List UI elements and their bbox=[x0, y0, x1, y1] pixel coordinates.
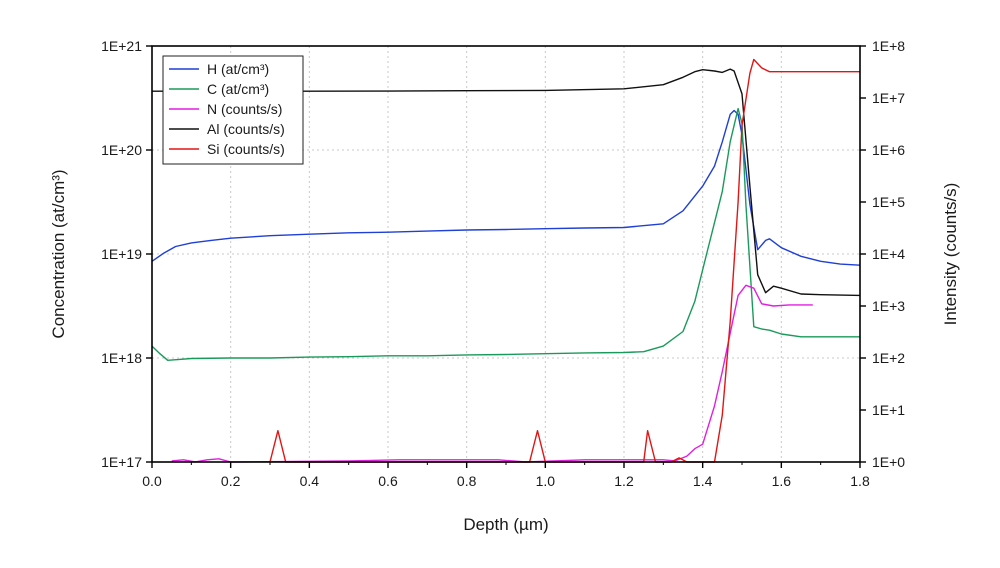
y-right-tick-label: 1E+6 bbox=[872, 142, 905, 158]
series-line-si bbox=[269, 58, 860, 463]
x-tick-label: 1.4 bbox=[693, 473, 713, 489]
y-right-axis-title: Intensity (counts/s) bbox=[941, 183, 960, 326]
legend-label: Si (counts/s) bbox=[207, 141, 285, 157]
x-tick-label: 0.6 bbox=[378, 473, 398, 489]
y-left-tick-label: 1E+21 bbox=[101, 38, 142, 54]
x-tick-label: 0.2 bbox=[221, 473, 241, 489]
x-tick-label: 0.0 bbox=[142, 473, 162, 489]
legend-label: H (at/cm³) bbox=[207, 61, 269, 77]
x-tick-label: 0.8 bbox=[457, 473, 477, 489]
series-line-n bbox=[171, 284, 813, 463]
y-left-axis-title: Concentration (at/cm³) bbox=[49, 169, 68, 338]
y-left-tick-label: 1E+20 bbox=[101, 142, 142, 158]
legend: H (at/cm³) C (at/cm³) N (counts/s) Al (coun… bbox=[162, 55, 304, 165]
x-tick-label: 1.0 bbox=[536, 473, 556, 489]
series-line-h bbox=[151, 109, 861, 266]
y-right-tick-label: 1E+1 bbox=[872, 402, 905, 418]
grid bbox=[152, 46, 860, 462]
y-right-tick-label: 1E+7 bbox=[872, 90, 905, 106]
legend-label: N (counts/s) bbox=[207, 101, 282, 117]
legend-box bbox=[162, 55, 304, 165]
y-left-tick-label: 1E+17 bbox=[101, 454, 142, 470]
series-line-c bbox=[151, 107, 860, 361]
y-right-tick-label: 1E+8 bbox=[872, 38, 905, 54]
legend-label: C (at/cm³) bbox=[207, 81, 269, 97]
series-line-al bbox=[152, 68, 861, 297]
x-tick-label: 1.6 bbox=[772, 473, 792, 489]
y-right-tick-label: 1E+4 bbox=[872, 246, 905, 262]
x-tick-label: 0.4 bbox=[300, 473, 320, 489]
y-right-tick-label: 1E+0 bbox=[872, 454, 905, 470]
x-axis-title: Depth (µm) bbox=[463, 515, 548, 534]
series-lines bbox=[151, 58, 861, 463]
y-right-tick-label: 1E+5 bbox=[872, 194, 905, 210]
y-right-tick-label: 1E+3 bbox=[872, 298, 905, 314]
y-left-tick-label: 1E+18 bbox=[101, 350, 142, 366]
axis-ticks: 0.0 0.2 0.4 0.6 0.8 1.0 1.2 1.4 1.6 1.8 1E+17 1E+18… bbox=[101, 38, 905, 489]
x-tick-label: 1.2 bbox=[614, 473, 634, 489]
x-tick-label: 1.8 bbox=[850, 473, 870, 489]
y-left-tick-label: 1E+19 bbox=[101, 246, 142, 262]
y-right-tick-label: 1E+2 bbox=[872, 350, 905, 366]
legend-label: Al (counts/s) bbox=[207, 121, 285, 137]
